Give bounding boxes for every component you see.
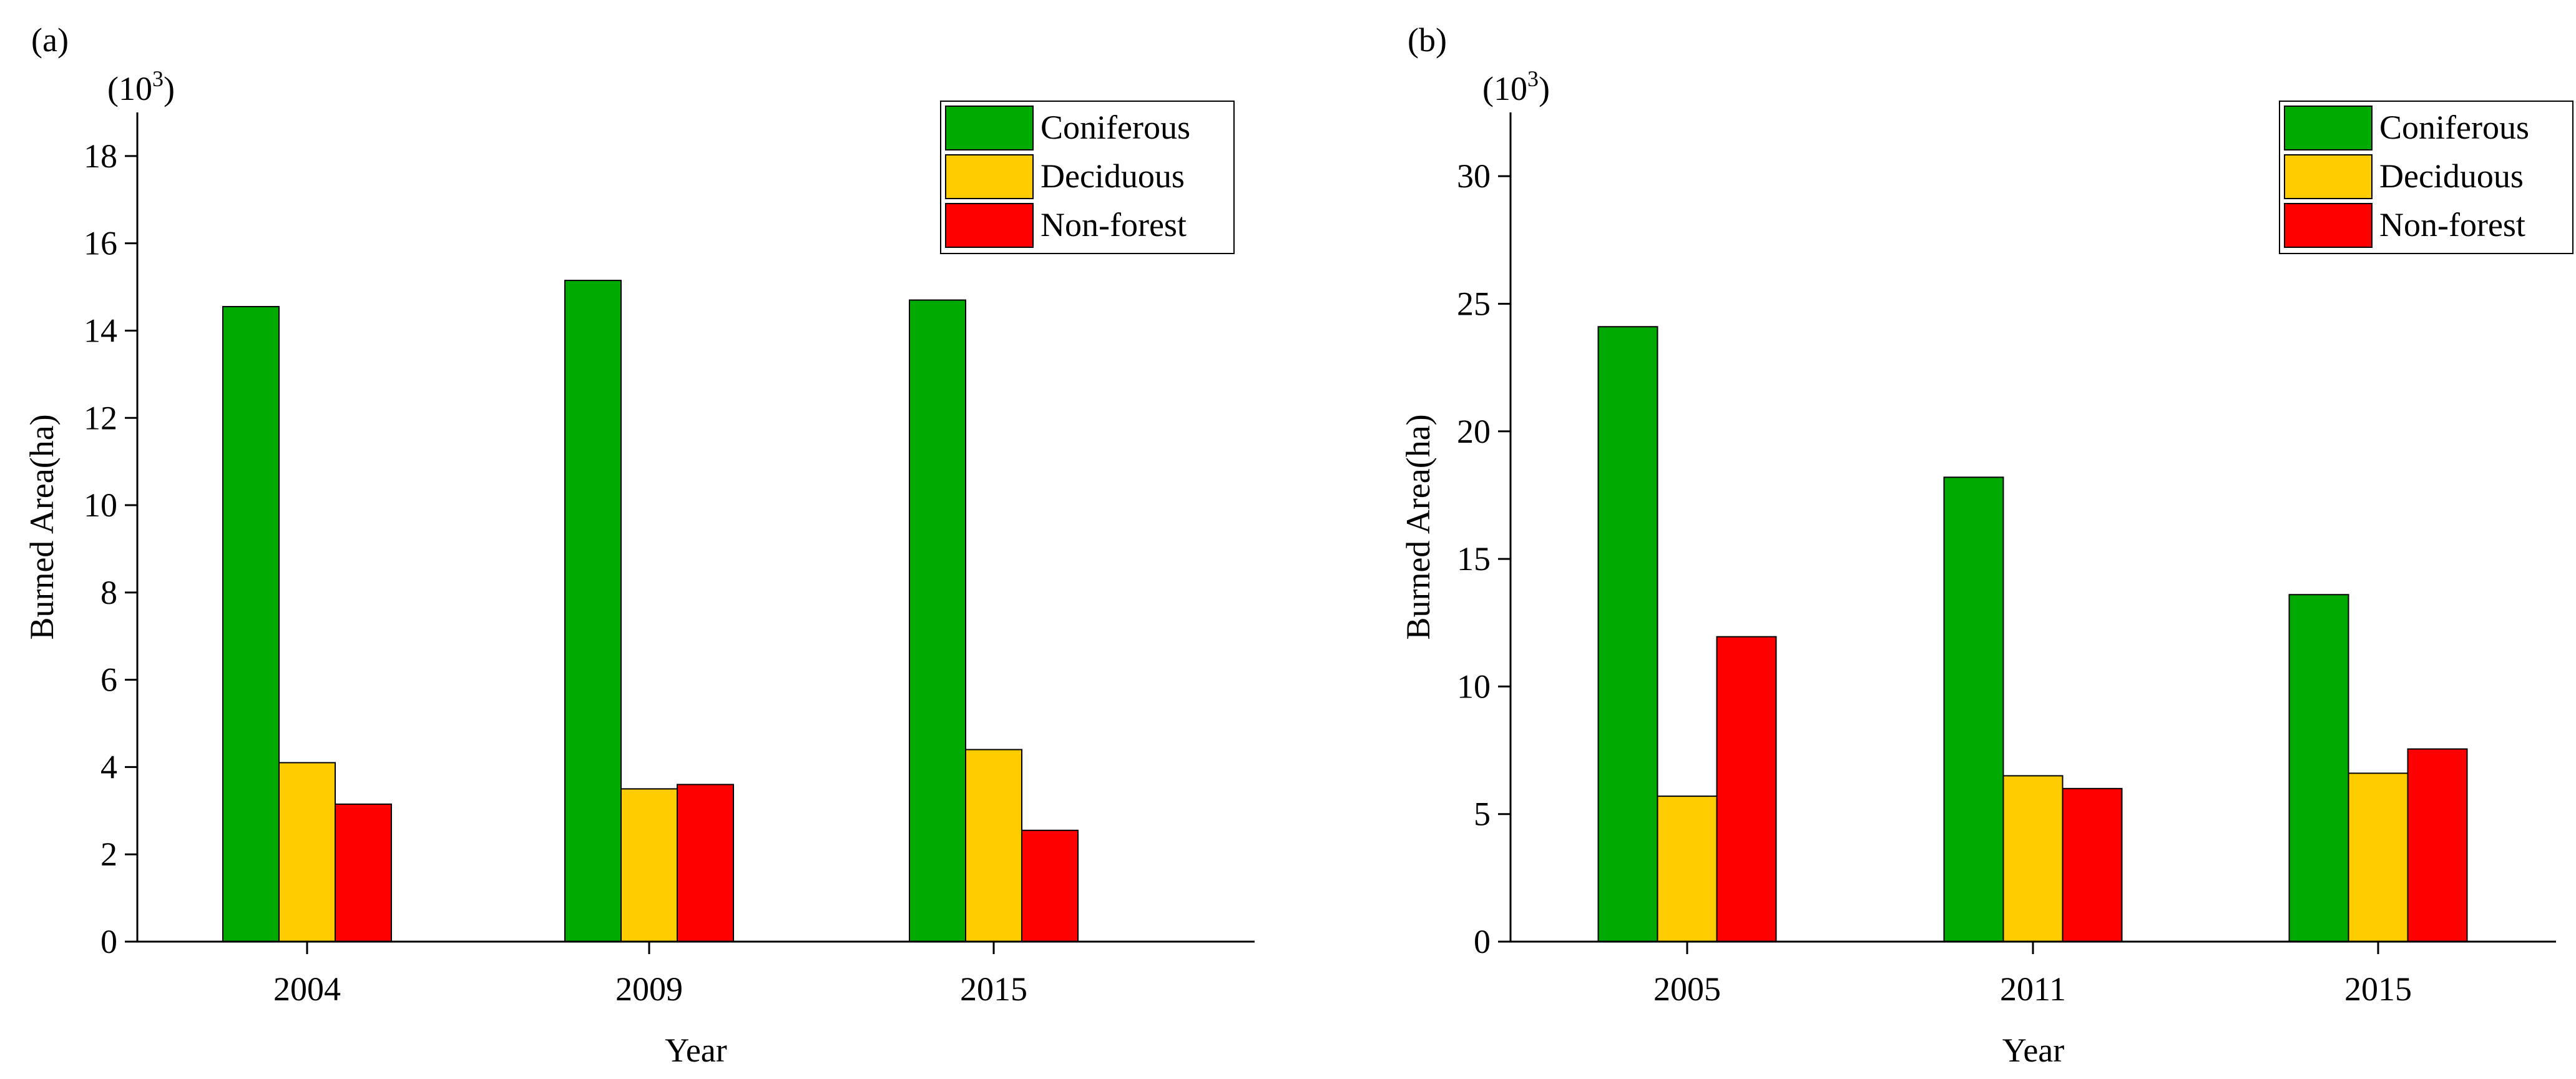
scale-paren-close: ) (164, 70, 175, 107)
x-tick-label: 2005 (1653, 970, 1721, 1008)
y-tick-label: 5 (1474, 796, 1491, 833)
bar-coniferous-2015 (909, 299, 966, 942)
x-axis-title: Year (665, 1032, 727, 1069)
legend-swatch-deciduous (2284, 154, 2373, 199)
y-tick-label: 30 (1457, 157, 1491, 195)
scale-paren-open: ( (107, 70, 119, 107)
legend-swatch-deciduous (945, 154, 1034, 199)
legend-label: Non-forest (2379, 206, 2525, 244)
bar-deciduous-2011 (2002, 775, 2064, 943)
x-axis-title: Year (2002, 1032, 2065, 1069)
bar-deciduous-2015 (965, 749, 1022, 942)
bar-non-forest-2009 (677, 784, 734, 942)
bar-non-forest-2004 (335, 803, 392, 942)
axis-scale-factor: (103) (1482, 66, 1550, 107)
legend-swatch-non-forest (2284, 203, 2373, 248)
y-tick-label: 12 (84, 399, 117, 436)
bar-coniferous-2005 (1597, 326, 1658, 942)
legend-swatch-coniferous (945, 106, 1034, 150)
bar-deciduous-2009 (620, 788, 678, 942)
bar-coniferous-2015 (2288, 594, 2349, 942)
panel-label: (b) (1408, 21, 1447, 59)
legend-label: Deciduous (1041, 157, 1185, 195)
x-tick-label: 2015 (2344, 970, 2412, 1008)
y-tick-label: 0 (1474, 923, 1491, 960)
scale-paren-open: ( (1482, 70, 1494, 107)
y-tick-label: 14 (84, 312, 117, 349)
bar-deciduous-2015 (2348, 772, 2409, 942)
bar-coniferous-2011 (1943, 476, 2004, 942)
scale-exponent: 3 (152, 66, 164, 91)
bar-deciduous-2005 (1657, 796, 1718, 942)
legend-label: Deciduous (2379, 157, 2524, 195)
y-tick-label: 10 (1457, 668, 1491, 705)
bar-non-forest-2011 (2062, 787, 2123, 943)
x-tick-label: 2009 (615, 970, 683, 1008)
y-tick-label: 15 (1457, 540, 1491, 578)
legend-swatch-coniferous (2284, 106, 2373, 150)
chart-panel-a: (a)(103)2004 2009 2015024681012141618Burne… (23, 21, 1255, 1069)
bar-coniferous-2009 (564, 280, 622, 942)
y-tick-label: 16 (84, 225, 117, 262)
y-tick-label: 4 (100, 748, 117, 786)
bar-coniferous-2004 (222, 306, 280, 943)
y-tick-label: 2 (100, 835, 117, 873)
legend-label: Non-forest (1041, 206, 1187, 244)
x-tick-label: 2004 (273, 970, 341, 1008)
y-tick-label: 8 (100, 574, 117, 611)
legend: Coniferous Deciduous Non-forest (940, 101, 1235, 254)
bar-non-forest-2015 (1021, 829, 1079, 943)
y-tick-label: 0 (100, 923, 117, 960)
bar-non-forest-2015 (2407, 748, 2468, 942)
legend-swatch-non-forest (945, 203, 1034, 248)
axis-scale-factor: (103) (107, 66, 175, 107)
y-axis-title: Burned Area(ha) (1399, 414, 1437, 639)
bar-deciduous-2004 (278, 762, 336, 942)
legend-label: Coniferous (2379, 109, 2529, 146)
legend-frame (2279, 101, 2574, 254)
y-tick-label: 10 (84, 486, 117, 524)
y-tick-label: 18 (84, 137, 117, 175)
scale-exponent: 3 (1527, 66, 1539, 91)
legend-frame (940, 101, 1235, 254)
y-tick-label: 25 (1457, 285, 1491, 322)
x-tick-label: 2015 (960, 970, 1027, 1008)
scale-base: 10 (1494, 70, 1527, 107)
x-tick-label: 2011 (2000, 970, 2066, 1008)
y-tick-label: 6 (100, 661, 117, 699)
legend-label: Coniferous (1041, 109, 1190, 146)
y-tick-label: 20 (1457, 413, 1491, 450)
panel-label: (a) (31, 21, 69, 59)
bar-non-forest-2005 (1716, 636, 1777, 942)
legend: Coniferous Deciduous Non-forest (2279, 101, 2574, 254)
scale-base: 10 (119, 70, 152, 107)
y-axis-title: Burned Area(ha) (23, 414, 61, 639)
scale-paren-close: ) (1539, 70, 1550, 107)
